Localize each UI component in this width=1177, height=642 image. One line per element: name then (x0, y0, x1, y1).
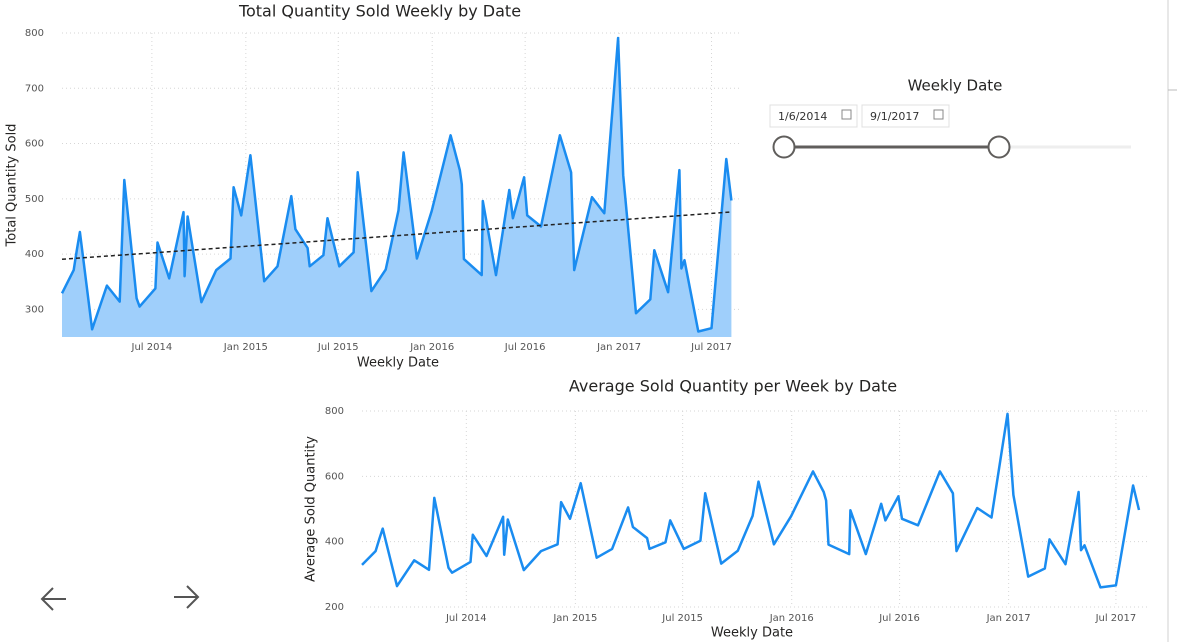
calendar-icon[interactable] (841, 109, 852, 120)
x-axis-label: Weekly Date (711, 626, 793, 641)
y-tick-label: 400 (325, 537, 344, 548)
start-date-box[interactable] (769, 104, 858, 128)
y-tick-label: 800 (325, 406, 344, 417)
x-tick-label: Jan 2015 (223, 342, 268, 353)
x-tick-label: Jan 2015 (552, 613, 597, 624)
y-tick-label: 700 (25, 83, 44, 94)
y-tick-label: 200 (325, 602, 344, 613)
x-tick-label: Jul 2015 (661, 613, 703, 624)
x-axis-label: Weekly Date (357, 356, 439, 371)
y-tick-label: 600 (325, 471, 344, 482)
forward-arrow[interactable] (174, 585, 200, 609)
x-tick-label: Jan 2017 (986, 613, 1031, 624)
slicer-title: Weekly Date (908, 77, 1003, 95)
x-tick-label: Jan 2016 (769, 613, 814, 624)
end-date-box[interactable] (861, 104, 950, 128)
x-tick-label: Jul 2017 (1095, 613, 1137, 624)
end-date[interactable]: 9/1/2017 (870, 110, 919, 123)
calendar-icon[interactable] (933, 109, 944, 120)
y-axis-label: Average Sold Quantity (304, 436, 319, 582)
x-tick-label: Jul 2014 (445, 613, 487, 624)
x-tick-label: Jul 2014 (131, 342, 173, 353)
area (62, 38, 732, 337)
line (361, 412, 1141, 589)
x-tick-label: Jul 2016 (504, 342, 546, 353)
y-tick-label: 800 (25, 28, 44, 39)
line (60, 36, 733, 333)
x-tick-label: Jan 2017 (596, 342, 641, 353)
x-tick-label: Jul 2017 (690, 342, 732, 353)
y-tick-label: 300 (25, 304, 44, 315)
x-tick-label: Jul 2015 (317, 342, 359, 353)
x-tick-label: Jan 2016 (409, 342, 454, 353)
slider-handle[interactable] (772, 135, 796, 159)
y-tick-label: 400 (25, 249, 44, 260)
chart-title: Average Sold Quantity per Week by Date (569, 377, 897, 396)
back-arrow[interactable] (40, 587, 66, 611)
x-tick-label: Jul 2016 (878, 613, 920, 624)
y-axis-label: Total Quantity Sold (5, 124, 20, 248)
y-tick-label: 500 (25, 194, 44, 205)
start-date[interactable]: 1/6/2014 (778, 110, 827, 123)
y-tick-label: 600 (25, 139, 44, 150)
chart-title: Total Quantity Sold Weekly by Date (238, 2, 521, 21)
slider-handle[interactable] (987, 135, 1011, 159)
